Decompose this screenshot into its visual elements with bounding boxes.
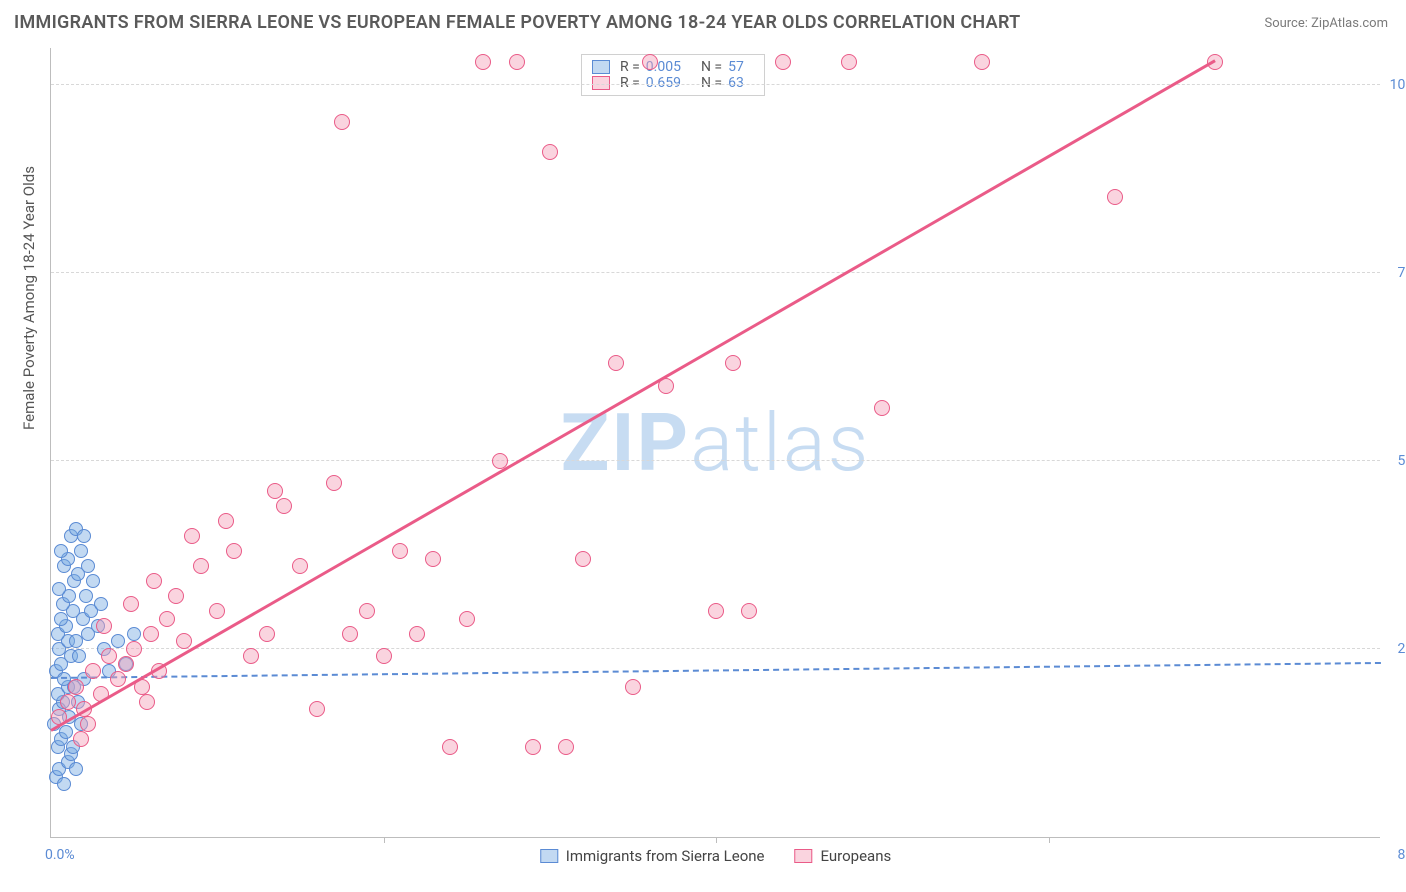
data-point [110, 671, 126, 687]
data-point [68, 679, 84, 695]
data-point [259, 626, 275, 642]
data-point [168, 588, 184, 604]
legend-item: Europeans [795, 847, 892, 865]
data-point [59, 725, 73, 739]
data-point [708, 603, 724, 619]
data-point [326, 475, 342, 491]
data-point [127, 627, 141, 641]
data-point [143, 626, 159, 642]
y-tick-label: 25.0% [1385, 641, 1406, 657]
data-point [475, 54, 491, 70]
data-point [209, 603, 225, 619]
legend-label: Immigrants from Sierra Leone [566, 847, 765, 865]
series-legend: Immigrants from Sierra Leone Europeans [540, 847, 891, 865]
data-point [118, 656, 134, 672]
data-point [267, 483, 283, 499]
data-point [509, 54, 525, 70]
data-point [74, 544, 88, 558]
data-point [139, 694, 155, 710]
data-point [392, 543, 408, 559]
gridline [51, 460, 1380, 461]
data-point [558, 739, 574, 755]
data-point [359, 603, 375, 619]
data-point [525, 739, 541, 755]
data-point [126, 641, 142, 657]
data-point [81, 559, 95, 573]
data-point [974, 54, 990, 70]
data-point [625, 679, 641, 695]
data-point [292, 558, 308, 574]
data-point [176, 633, 192, 649]
data-point [94, 597, 108, 611]
legend-swatch [540, 849, 558, 863]
data-point [123, 596, 139, 612]
data-point [608, 355, 624, 371]
legend-swatch [795, 849, 813, 863]
data-point [425, 551, 441, 567]
y-tick-label: 50.0% [1385, 453, 1406, 469]
data-point [741, 603, 757, 619]
data-point [193, 558, 209, 574]
data-point [841, 54, 857, 70]
data-point [725, 355, 741, 371]
data-point [459, 611, 475, 627]
data-point [218, 513, 234, 529]
y-axis-label: Female Poverty Among 18-24 Year Olds [20, 166, 38, 430]
data-point [111, 634, 125, 648]
data-point [146, 573, 162, 589]
data-point [276, 498, 292, 514]
data-point [52, 582, 66, 596]
data-point [334, 114, 350, 130]
data-point [542, 144, 558, 160]
data-point [96, 618, 112, 634]
data-point [642, 54, 658, 70]
gridline [51, 84, 1380, 85]
data-point [86, 574, 100, 588]
legend-item: Immigrants from Sierra Leone [540, 847, 765, 865]
data-point [1107, 189, 1123, 205]
legend-swatch [592, 60, 610, 74]
x-axis-zero-label: 0.0% [45, 847, 75, 863]
trend-line [51, 662, 1381, 679]
data-point [226, 543, 242, 559]
data-point [60, 694, 76, 710]
data-point [409, 626, 425, 642]
chart-title: IMMIGRANTS FROM SIERRA LEONE VS EUROPEAN… [14, 12, 1021, 33]
x-axis-max-label: 80.0% [1385, 847, 1406, 863]
data-point [309, 701, 325, 717]
data-point [80, 716, 96, 732]
x-tick [1049, 837, 1050, 843]
x-tick [716, 837, 717, 843]
legend-label: Europeans [821, 847, 892, 865]
data-point [775, 54, 791, 70]
scatter-plot: ZIPatlas R =0.005N =57R =0.659N =63 0.0%… [50, 48, 1380, 838]
data-point [57, 777, 71, 791]
data-point [101, 648, 117, 664]
data-point [159, 611, 175, 627]
y-tick-label: 100.0% [1385, 77, 1406, 93]
data-point [342, 626, 358, 642]
correlation-legend: R =0.005N =57R =0.659N =63 [581, 54, 765, 96]
data-point [85, 663, 101, 679]
data-point [376, 648, 392, 664]
x-tick [384, 837, 385, 843]
data-point [69, 762, 83, 776]
data-point [874, 400, 890, 416]
data-point [77, 529, 91, 543]
data-point [54, 544, 68, 558]
y-tick-label: 75.0% [1385, 265, 1406, 281]
data-point [575, 551, 591, 567]
legend-row: R =0.005N =57 [592, 59, 754, 75]
data-point [72, 649, 86, 663]
data-point [79, 589, 93, 603]
data-point [184, 528, 200, 544]
gridline [51, 272, 1380, 273]
data-point [73, 731, 89, 747]
data-point [243, 648, 259, 664]
trend-line [50, 59, 1215, 731]
data-point [442, 739, 458, 755]
source-attribution: Source: ZipAtlas.com [1264, 16, 1388, 31]
